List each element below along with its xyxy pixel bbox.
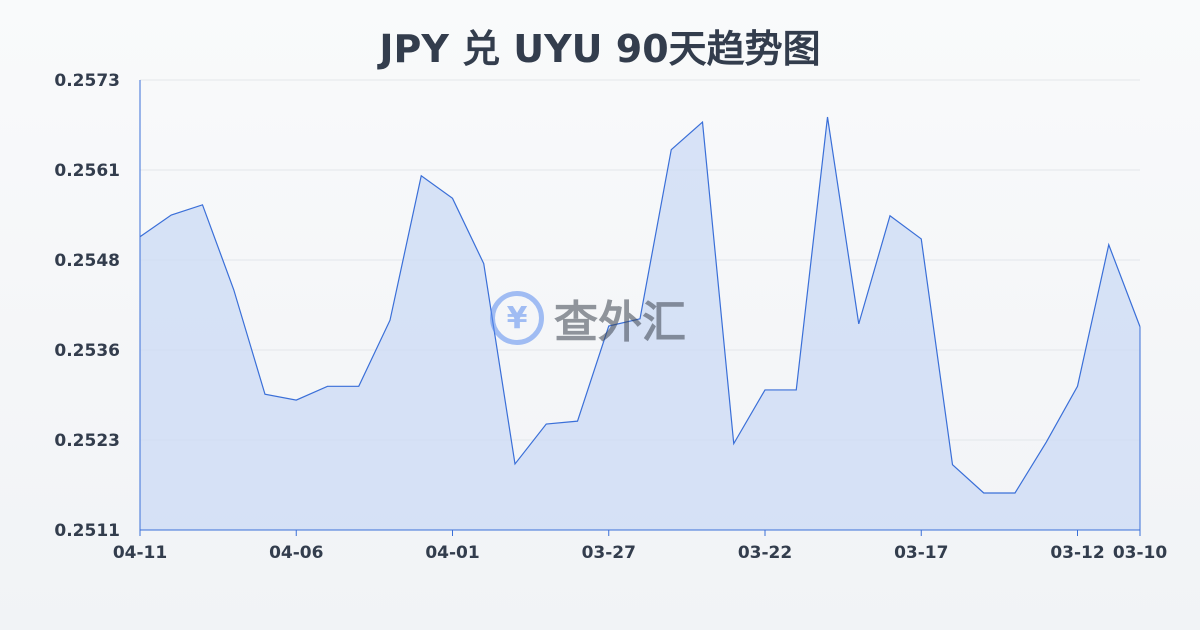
x-tick-label: 03-27: [582, 543, 636, 563]
chart-title: JPY 兑 UYU 90天趋势图: [379, 27, 821, 71]
y-tick-label: 0.2523: [54, 431, 120, 451]
y-tick-label: 0.2573: [54, 71, 120, 91]
x-tick-label: 04-01: [425, 543, 479, 563]
x-tick-label: 04-06: [269, 543, 323, 563]
x-tick-label: 03-12: [1050, 543, 1104, 563]
x-tick-label: 03-17: [894, 543, 948, 563]
watermark: ¥ 查外汇: [490, 286, 686, 350]
area-fill: [140, 117, 1140, 531]
y-tick-label: 0.2536: [54, 341, 120, 361]
y-tick-label: 0.2548: [54, 251, 120, 271]
yen-exchange-icon: ¥: [490, 291, 544, 345]
series-line: [139, 116, 1141, 494]
x-tick-label: 03-10: [1113, 543, 1168, 563]
watermark-text: 查外汇: [554, 297, 686, 348]
x-tick-label: 03-22: [738, 543, 792, 563]
y-tick-label: 0.2511: [54, 521, 120, 541]
x-tick-label: 04-11: [113, 543, 167, 563]
y-tick-label: 0.2561: [54, 161, 120, 181]
